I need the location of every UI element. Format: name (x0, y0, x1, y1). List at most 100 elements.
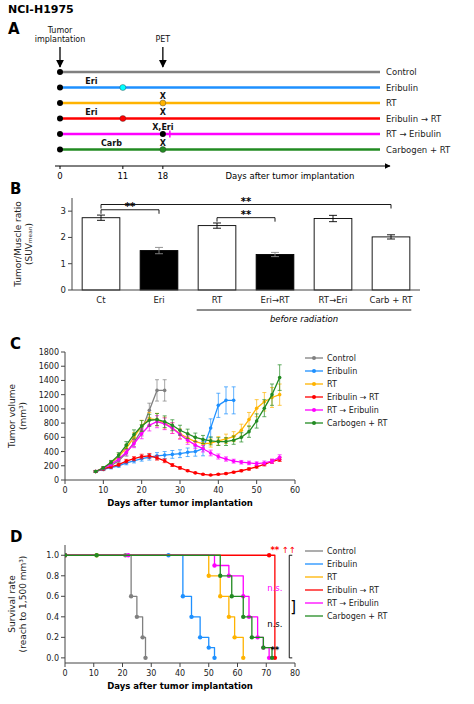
survival-curve (65, 555, 275, 658)
y-tick (61, 437, 65, 438)
error-bar (94, 471, 98, 473)
point (148, 418, 152, 422)
point (232, 438, 236, 442)
y-tick (61, 352, 65, 353)
x-tick (122, 166, 123, 169)
y-tick (61, 451, 65, 452)
point (94, 470, 98, 474)
point (163, 453, 167, 457)
error-bar (213, 223, 221, 228)
y-tick (61, 380, 65, 381)
annotation: X,Eri (152, 123, 174, 132)
annotation: Eri (85, 108, 97, 117)
row-label: RT → Eribulin (386, 129, 441, 139)
figure: NCI-H1975 A Control Eribulin RT Eribulin → RT… (0, 0, 474, 704)
x-tick-label: Carb + RT (369, 295, 413, 305)
timeline-row (60, 148, 380, 150)
point (140, 455, 144, 459)
error-bar (101, 467, 105, 469)
text-line: Tumor/Muscle ratio (13, 201, 23, 288)
event-marker (57, 100, 63, 106)
point (140, 635, 144, 639)
panel-label: A (8, 20, 20, 38)
error-bar (255, 466, 259, 469)
x-tick-label: 11 (117, 171, 128, 181)
error-bar (147, 412, 151, 425)
point (178, 428, 182, 432)
legend-swatch (305, 576, 323, 577)
legend-swatch-marker (312, 356, 316, 360)
legend-label: RT → Eribulin (327, 406, 379, 415)
point (261, 645, 265, 649)
text-line: Tumor volume (7, 384, 17, 449)
point (270, 656, 274, 660)
legend-swatch-marker (312, 369, 316, 373)
series-line (96, 456, 280, 475)
x-tick (218, 480, 219, 484)
event-marker (57, 131, 63, 137)
event-marker (57, 147, 63, 153)
point (194, 436, 198, 440)
x-tick (180, 480, 181, 484)
point (232, 459, 236, 463)
point (125, 443, 129, 447)
error-bar (271, 252, 279, 256)
point (217, 473, 221, 477)
error-bar (201, 435, 205, 443)
legend-label: Eribulin (327, 560, 357, 569)
point (209, 473, 213, 477)
point (109, 460, 113, 464)
error-bar (155, 380, 159, 401)
y-axis-label: Tumor/Muscle ratio(SUVₘₑₐₙ) (13, 201, 34, 288)
point (186, 450, 190, 454)
error-bar (186, 429, 190, 438)
y-axis (65, 545, 66, 663)
x-tick-label: 60 (290, 486, 300, 495)
x-tick (237, 663, 238, 667)
error-bar (232, 436, 236, 444)
x-axis (72, 290, 420, 291)
bar (82, 218, 120, 290)
error-bar (140, 421, 144, 432)
x-tick (65, 663, 66, 667)
error-bar (178, 425, 182, 435)
point (240, 428, 244, 432)
panel-label: B (10, 180, 21, 198)
x-tick-label: RT→Eri (319, 295, 348, 305)
error-bar (132, 440, 136, 448)
legend-label: Eribulin → RT (327, 586, 379, 595)
point (201, 447, 205, 451)
x-tick-label: RT (212, 295, 223, 305)
legend-item: Control (305, 354, 356, 363)
y-axis-label: Survival rate(reach to 1,500 mm³) (7, 556, 28, 653)
series-line (96, 395, 280, 472)
error-bar (239, 460, 243, 464)
y-tick-label: 800 (44, 419, 59, 428)
point (148, 409, 152, 413)
y-tick (68, 263, 72, 264)
x-tick-label: 0 (57, 171, 62, 181)
point (132, 433, 136, 437)
error-bar (270, 459, 274, 463)
title: NCI-H1975 (8, 3, 74, 16)
point (117, 463, 121, 467)
error-bar (232, 471, 236, 473)
y-tick-label: 0.2 (46, 633, 59, 642)
series-line (96, 422, 280, 472)
y-tick (61, 394, 65, 395)
point (94, 470, 98, 474)
legend-label: Eribulin → RT (327, 393, 379, 402)
point (232, 399, 236, 403)
point (102, 466, 106, 470)
point (94, 553, 98, 557)
bar (198, 226, 236, 290)
y-label-group: Survival rate(reach to 1,500 mm³) (7, 556, 28, 653)
x-tick (266, 663, 267, 667)
error-bar (170, 464, 174, 467)
error-bar (209, 450, 213, 456)
y-tick-label: 0 (61, 285, 66, 295)
y-tick-label: 3 (61, 206, 66, 216)
annotation-arrow (59, 47, 60, 67)
error-bar (140, 454, 144, 459)
y-tick-label: 0.4 (46, 613, 59, 622)
